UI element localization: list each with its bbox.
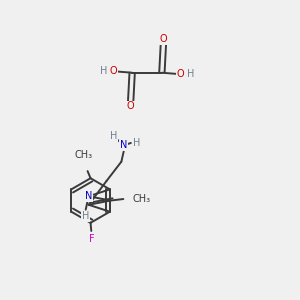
Text: F: F (89, 234, 95, 244)
Text: O: O (160, 34, 167, 44)
Text: O: O (177, 69, 184, 79)
Text: H: H (110, 131, 117, 141)
Text: H: H (82, 211, 89, 221)
Text: H: H (100, 66, 107, 76)
Text: CH₃: CH₃ (74, 150, 92, 161)
Text: H: H (187, 69, 194, 79)
Text: O: O (110, 66, 117, 76)
Text: H: H (133, 138, 140, 148)
Text: N: N (85, 191, 92, 201)
Text: CH₃: CH₃ (133, 194, 151, 204)
Text: N: N (120, 140, 127, 150)
Text: O: O (127, 101, 134, 111)
